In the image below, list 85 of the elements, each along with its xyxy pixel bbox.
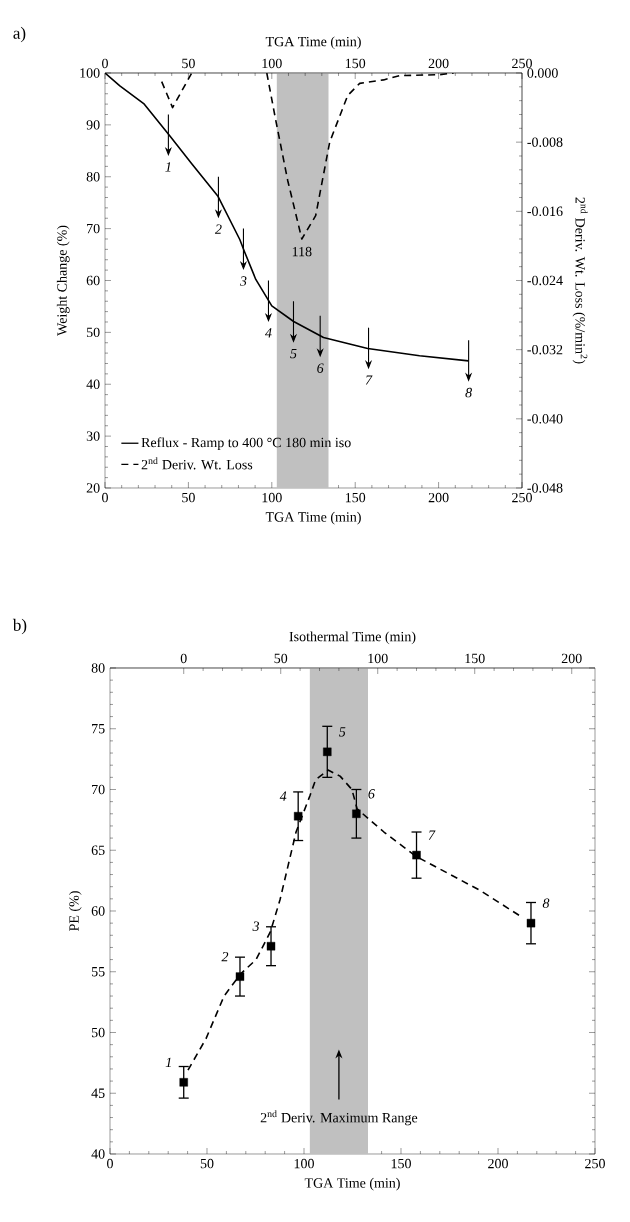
- x2-tick-label: 100: [262, 58, 282, 69]
- y-tick-label: 100: [80, 68, 100, 78]
- point: [266, 942, 276, 951]
- y-tick-label: 75: [92, 724, 105, 734]
- annotation: 7: [428, 830, 436, 840]
- annotation: 8: [542, 898, 550, 908]
- y2-tick-label: -0.040: [527, 414, 563, 424]
- point: [323, 747, 332, 757]
- annotation: 6: [368, 789, 375, 799]
- y2-tick-label: -0.008: [527, 137, 563, 147]
- annotation: 3: [252, 921, 260, 931]
- y-tick-label: 50: [91, 1027, 105, 1038]
- point: [235, 972, 245, 981]
- x2-tick-label: 150: [345, 58, 366, 69]
- x-tick-label: 0: [102, 492, 108, 503]
- y-tick-label: 90: [86, 120, 100, 130]
- x2-tick-label: 100: [368, 653, 388, 664]
- x-tick-label: 200: [488, 1158, 508, 1169]
- y-tick-label: 80: [91, 663, 105, 673]
- annotation: 7: [365, 375, 373, 385]
- annotation: 118: [292, 246, 312, 257]
- chart-title: b): [12, 618, 27, 635]
- chart-title: a): [13, 26, 26, 43]
- y-tick-label: 40: [86, 379, 100, 389]
- y-axis-title: Weight Change (%): [56, 225, 70, 336]
- annotation: 3: [239, 276, 247, 286]
- y2-tick-label: -0.024: [527, 275, 563, 286]
- x2-tick-label: 0: [102, 58, 108, 69]
- y-tick-label: 65: [91, 845, 105, 855]
- x-tick-label: 150: [345, 492, 366, 503]
- y2-tick-label: -0.032: [527, 344, 563, 355]
- x-tick-label: 50: [182, 492, 195, 503]
- annotation: 6: [317, 363, 324, 373]
- point: [293, 812, 303, 821]
- x2-tick-label: 200: [428, 58, 449, 69]
- y-tick-label: 40: [91, 1149, 105, 1159]
- point: [352, 809, 361, 818]
- y-tick-label: 70: [87, 223, 100, 234]
- annotation: 5: [339, 727, 346, 737]
- point: [179, 1078, 188, 1087]
- x-tick-label: 250: [585, 1158, 605, 1169]
- x-tick-label: 0: [107, 1158, 113, 1169]
- y-tick-label: 30: [86, 431, 100, 441]
- y-tick-label: 70: [92, 784, 105, 795]
- annotation: 4: [279, 791, 287, 801]
- x-tick-label: 100: [262, 492, 282, 503]
- x2-tick-label: 150: [465, 653, 485, 664]
- y2-tick-label: -0.048: [527, 483, 563, 493]
- x-tick-label: 150: [391, 1158, 411, 1169]
- x2-axis-title: TGA Time (min): [265, 36, 361, 50]
- y2-tick-label: -0.016: [527, 206, 563, 217]
- y2-tick-label: 0.000: [527, 68, 558, 78]
- annotation: 2: [214, 224, 222, 234]
- annotation: 4: [265, 328, 272, 338]
- y2-axis-title: 2$^{nd}$ Deriv. Wt. Loss (%/min$^{2}$): [572, 197, 588, 364]
- y-tick-label: 60: [86, 275, 100, 286]
- legend-label: 2$^{nd}$ Deriv. Wt. Loss: [141, 457, 253, 470]
- y-axis-title: PE (%): [68, 891, 82, 931]
- x2-tick-label: 0: [180, 653, 187, 664]
- annotation: 1: [165, 1057, 171, 1067]
- y-tick-label: 60: [91, 906, 105, 916]
- annotation: 1: [165, 162, 171, 172]
- x-tick-label: 250: [512, 492, 532, 503]
- legend-label: Reflux - Ramp to 400 °C 180 min iso: [141, 437, 351, 451]
- y-tick-label: 45: [91, 1088, 105, 1098]
- x2-tick-label: 50: [274, 653, 288, 664]
- point: [526, 918, 536, 928]
- band-label: 2$^{nd}$ Deriv. Maximum Range: [260, 1110, 418, 1126]
- x-tick-label: 50: [200, 1158, 214, 1169]
- y-tick-label: 80: [86, 172, 100, 182]
- x2-tick-label: 250: [512, 58, 532, 69]
- x-tick-label: 100: [294, 1158, 314, 1169]
- y-tick-label: 50: [86, 327, 100, 338]
- x-axis-title: TGA Time (min): [304, 1177, 400, 1191]
- y-tick-label: 55: [91, 967, 105, 977]
- annotation: 8: [465, 387, 472, 398]
- x-tick-label: 200: [428, 492, 449, 503]
- x2-axis-title: Isothermal Time (min): [289, 631, 416, 645]
- x2-tick-label: 50: [182, 58, 195, 69]
- x2-tick-label: 200: [561, 653, 582, 664]
- y-tick-label: 20: [86, 483, 100, 493]
- x-axis-title: TGA Time (min): [265, 511, 361, 525]
- point: [412, 850, 421, 860]
- annotation: 2: [221, 951, 229, 962]
- annotation: 5: [290, 348, 297, 359]
